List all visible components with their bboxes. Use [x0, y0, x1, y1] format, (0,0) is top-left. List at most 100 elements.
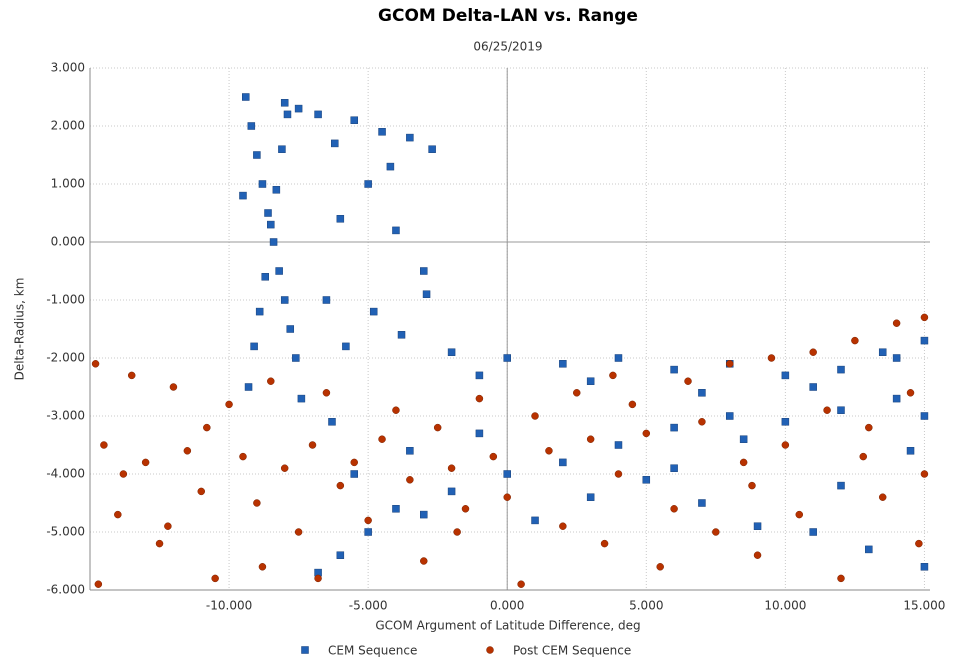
point	[155, 539, 164, 548]
point	[698, 499, 706, 507]
point	[767, 354, 776, 362]
y-tick-label: 2.000	[51, 119, 85, 133]
point	[336, 215, 345, 223]
y-axis-title: Delta-Radius, km	[13, 278, 27, 381]
point	[244, 383, 253, 391]
y-tick-label: 3.000	[51, 61, 85, 75]
point	[392, 505, 400, 513]
y-tick-label: 1.000	[51, 177, 85, 191]
point	[725, 412, 734, 420]
point	[272, 186, 281, 194]
point	[211, 574, 219, 583]
point	[878, 348, 887, 356]
legend-marker	[301, 646, 309, 654]
point	[127, 371, 136, 380]
point	[364, 528, 372, 536]
point	[280, 99, 289, 107]
point	[397, 331, 406, 339]
point	[378, 128, 386, 136]
point	[712, 528, 720, 536]
y-tick-label: -1.000	[46, 293, 85, 307]
point	[809, 383, 817, 391]
point	[253, 499, 261, 507]
point	[920, 412, 929, 420]
point	[369, 307, 378, 316]
point	[837, 365, 845, 374]
point	[314, 574, 322, 583]
point	[489, 452, 498, 461]
point	[559, 360, 567, 368]
point	[781, 441, 790, 449]
y-tick-label: -4.000	[46, 467, 85, 481]
point	[364, 516, 372, 525]
point	[698, 389, 706, 397]
point	[739, 458, 748, 467]
y-tick-label: -2.000	[46, 351, 85, 365]
point	[328, 418, 336, 426]
point	[350, 116, 358, 124]
point	[920, 313, 929, 322]
point	[253, 151, 261, 159]
point	[531, 516, 539, 525]
point	[164, 522, 172, 530]
point	[392, 406, 400, 414]
point	[322, 389, 331, 397]
point	[670, 365, 678, 374]
point	[406, 476, 414, 484]
point	[503, 470, 511, 478]
point	[280, 464, 289, 472]
point	[267, 377, 275, 385]
point	[269, 238, 278, 246]
point	[586, 435, 595, 443]
point	[261, 273, 269, 281]
point	[119, 470, 128, 478]
point	[859, 452, 867, 461]
x-axis-title: GCOM Argument of Latitude Difference, de…	[375, 619, 640, 633]
x-tick-label: 10.000	[764, 599, 806, 613]
point	[920, 470, 929, 478]
point	[906, 447, 915, 455]
point	[503, 493, 511, 501]
y-tick-label: 0.000	[51, 235, 85, 249]
point	[322, 296, 331, 304]
point	[447, 487, 456, 496]
point	[920, 336, 929, 345]
point	[275, 267, 283, 275]
point	[100, 441, 108, 449]
x-tick-label: 5.000	[629, 599, 663, 613]
point	[920, 563, 929, 571]
y-tick-label: -5.000	[46, 525, 85, 539]
point	[823, 406, 831, 414]
point	[453, 528, 461, 536]
point	[642, 429, 651, 438]
legend-label: CEM Sequence	[328, 644, 417, 658]
point	[753, 522, 762, 530]
point	[250, 342, 258, 351]
point	[278, 145, 286, 153]
point	[447, 348, 456, 356]
point	[614, 441, 623, 449]
point	[280, 296, 289, 304]
point	[531, 412, 539, 420]
point	[837, 406, 845, 414]
point	[656, 563, 664, 571]
point	[428, 145, 436, 153]
point	[420, 267, 428, 275]
point	[475, 429, 484, 438]
point	[294, 104, 303, 113]
point	[559, 458, 567, 467]
point	[94, 580, 103, 588]
point	[420, 557, 428, 565]
point	[670, 423, 678, 432]
point	[781, 371, 790, 380]
x-tick-label: -5.000	[349, 599, 388, 613]
point	[433, 423, 442, 432]
point	[614, 354, 623, 362]
point	[670, 464, 678, 472]
point	[837, 481, 845, 490]
point	[294, 528, 303, 536]
point	[342, 342, 350, 351]
legend-marker	[486, 646, 494, 654]
point	[684, 377, 692, 385]
point	[183, 447, 192, 455]
